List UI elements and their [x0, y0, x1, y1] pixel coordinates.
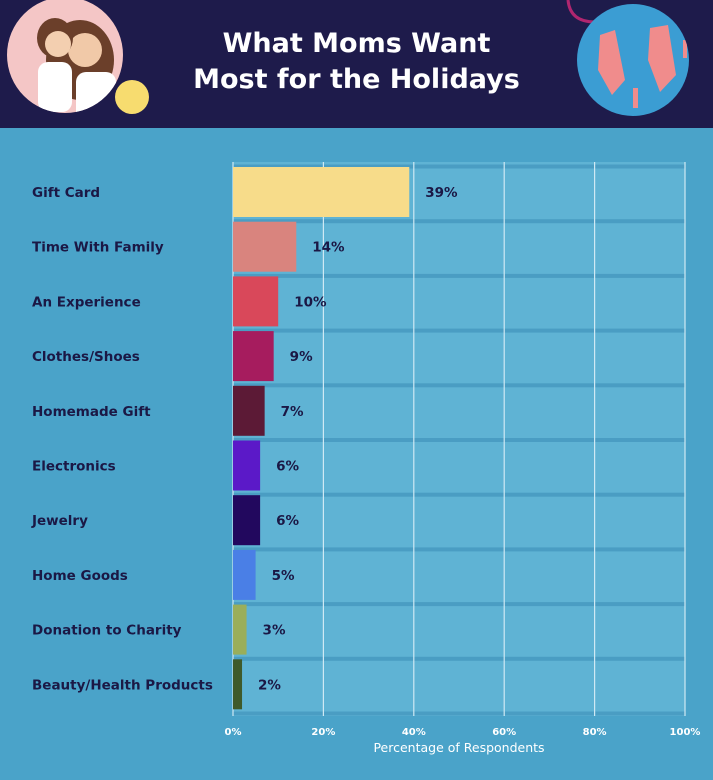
- header-decor: [7, 0, 689, 116]
- category-label: Home Goods: [32, 568, 128, 584]
- category-label: Electronics: [32, 459, 116, 475]
- value-label: 6%: [276, 459, 299, 475]
- bar: [233, 604, 247, 655]
- bar: [233, 549, 256, 600]
- bar: [233, 276, 279, 327]
- value-label: 14%: [312, 240, 345, 256]
- value-label: 9%: [290, 349, 313, 365]
- value-label: 2%: [258, 677, 281, 693]
- x-tick-label: 100%: [670, 727, 701, 738]
- chart-title: What Moms Want Most for the Holidays: [0, 26, 713, 98]
- category-label: Homemade Gift: [32, 404, 151, 420]
- bar: [233, 495, 261, 546]
- bar: [233, 167, 410, 217]
- title-line-2: Most for the Holidays: [193, 64, 520, 95]
- header-banner: What Moms Want Most for the Holidays: [0, 0, 713, 128]
- category-label: Gift Card: [32, 185, 100, 201]
- bar: [233, 440, 261, 491]
- row-separator: [233, 602, 685, 607]
- x-tick-label: 80%: [583, 727, 607, 738]
- value-label: 5%: [272, 568, 295, 584]
- category-label: Clothes/Shoes: [32, 349, 140, 365]
- x-axis-title: Percentage of Respondents: [373, 740, 544, 755]
- row-separator: [233, 383, 685, 388]
- x-tick-label: 60%: [492, 727, 516, 738]
- row-separator: [233, 273, 685, 278]
- x-tick-label: 40%: [402, 727, 426, 738]
- bar: [233, 331, 274, 382]
- row-separator: [233, 547, 685, 552]
- value-label: 10%: [294, 294, 327, 310]
- value-label: 6%: [276, 513, 299, 529]
- row-separator: [233, 656, 685, 661]
- mother-daughter-photo: [7, 0, 123, 113]
- bar: [233, 385, 265, 436]
- row-separator: [233, 219, 685, 224]
- category-label: Donation to Charity: [32, 623, 182, 639]
- pink-heels-photo: [577, 4, 689, 116]
- category-label: Beauty/Health Products: [32, 677, 213, 693]
- category-label: An Experience: [32, 294, 141, 310]
- category-label: Time With Family: [32, 240, 164, 256]
- yellow-dot-decoration: [115, 80, 149, 114]
- x-tick-label: 0%: [225, 727, 242, 738]
- bar: [233, 659, 243, 710]
- value-label: 7%: [281, 404, 304, 420]
- bar: [233, 221, 297, 272]
- value-label: 39%: [425, 185, 458, 201]
- row-separator: [233, 711, 685, 716]
- x-tick-label: 20%: [311, 727, 335, 738]
- value-label: 3%: [263, 623, 286, 639]
- row-separator: [233, 438, 685, 442]
- row-separator: [233, 164, 685, 169]
- category-label: Jewelry: [31, 513, 88, 529]
- magenta-arc-decoration: [566, 0, 596, 24]
- title-line-1: What Moms Want: [222, 28, 491, 59]
- row-separator: [233, 492, 685, 497]
- row-separator: [233, 328, 685, 333]
